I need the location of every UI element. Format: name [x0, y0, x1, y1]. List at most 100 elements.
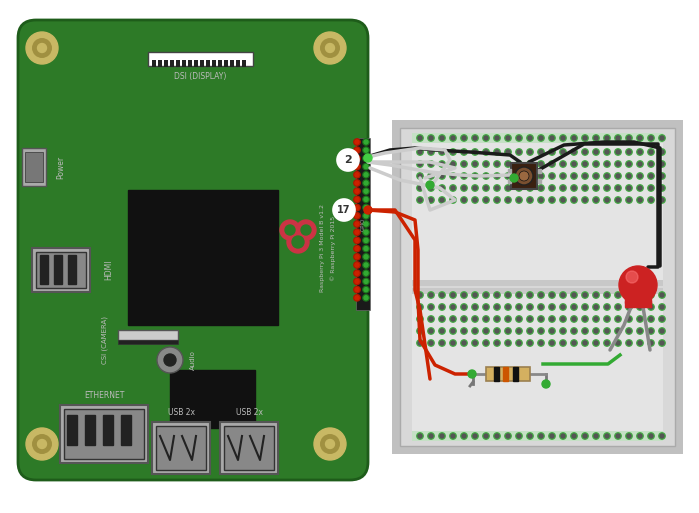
Circle shape [527, 149, 533, 155]
Circle shape [418, 329, 422, 333]
Circle shape [583, 150, 587, 154]
Circle shape [538, 149, 545, 155]
Bar [188, 60, 192, 67]
Circle shape [604, 340, 610, 346]
Circle shape [527, 316, 533, 322]
Circle shape [583, 341, 587, 345]
Circle shape [418, 162, 422, 166]
Circle shape [354, 286, 360, 293]
Circle shape [461, 161, 467, 167]
Circle shape [355, 296, 359, 300]
Circle shape [627, 341, 631, 345]
Circle shape [571, 328, 577, 334]
Bar [118, 330, 178, 340]
Circle shape [472, 433, 478, 439]
Circle shape [355, 280, 359, 283]
Circle shape [505, 433, 511, 439]
Circle shape [495, 150, 499, 154]
Circle shape [417, 304, 423, 310]
Circle shape [314, 428, 346, 460]
Circle shape [451, 186, 455, 190]
Bar [412, 286, 663, 288]
Circle shape [355, 148, 359, 152]
Circle shape [418, 198, 422, 202]
Circle shape [549, 135, 555, 141]
Bar [152, 60, 155, 67]
Circle shape [363, 262, 369, 268]
Circle shape [364, 198, 368, 202]
Circle shape [506, 136, 510, 140]
Circle shape [363, 253, 369, 260]
Circle shape [593, 433, 599, 439]
Circle shape [516, 185, 522, 191]
Circle shape [560, 135, 566, 141]
Circle shape [326, 440, 335, 448]
Circle shape [363, 139, 369, 145]
Circle shape [449, 292, 456, 298]
Circle shape [516, 304, 522, 310]
Circle shape [428, 316, 434, 322]
Circle shape [354, 147, 360, 153]
Circle shape [26, 428, 58, 460]
Bar [68, 255, 76, 284]
Circle shape [538, 161, 545, 167]
Circle shape [637, 292, 643, 298]
Circle shape [418, 150, 422, 154]
Circle shape [549, 173, 555, 179]
Circle shape [594, 186, 598, 190]
Circle shape [483, 197, 489, 203]
Bar [25, 152, 43, 182]
Circle shape [517, 305, 521, 309]
Circle shape [649, 186, 653, 190]
Circle shape [449, 173, 456, 179]
Circle shape [572, 293, 576, 297]
Circle shape [571, 185, 577, 191]
Circle shape [505, 316, 511, 322]
Circle shape [505, 135, 511, 141]
Circle shape [355, 247, 359, 250]
Circle shape [528, 305, 532, 309]
Circle shape [638, 150, 642, 154]
Circle shape [472, 304, 478, 310]
Circle shape [439, 185, 445, 191]
Circle shape [627, 293, 631, 297]
Circle shape [615, 292, 621, 298]
Circle shape [449, 197, 456, 203]
Circle shape [321, 435, 339, 453]
Circle shape [439, 340, 445, 346]
Circle shape [582, 197, 588, 203]
Circle shape [314, 32, 346, 64]
Bar [538, 169, 540, 173]
Circle shape [627, 434, 631, 438]
Circle shape [439, 135, 445, 141]
Circle shape [626, 292, 632, 298]
Circle shape [582, 185, 588, 191]
Circle shape [538, 292, 545, 298]
Circle shape [605, 293, 609, 297]
Circle shape [418, 174, 422, 178]
Bar [400, 128, 675, 446]
Circle shape [528, 186, 532, 190]
Circle shape [593, 197, 599, 203]
Circle shape [626, 161, 632, 167]
Circle shape [472, 316, 478, 322]
Circle shape [538, 328, 545, 334]
Circle shape [627, 329, 631, 333]
Circle shape [354, 139, 360, 145]
Circle shape [363, 212, 369, 219]
Circle shape [364, 181, 368, 185]
Circle shape [539, 329, 543, 333]
Circle shape [561, 162, 565, 166]
Circle shape [510, 174, 518, 182]
Circle shape [418, 136, 422, 140]
Circle shape [506, 434, 510, 438]
Circle shape [582, 173, 588, 179]
Circle shape [658, 433, 665, 439]
Circle shape [560, 304, 566, 310]
Circle shape [493, 197, 500, 203]
Circle shape [583, 317, 587, 321]
Circle shape [649, 150, 653, 154]
Circle shape [429, 434, 433, 438]
Bar [513, 367, 518, 381]
Circle shape [440, 317, 444, 321]
